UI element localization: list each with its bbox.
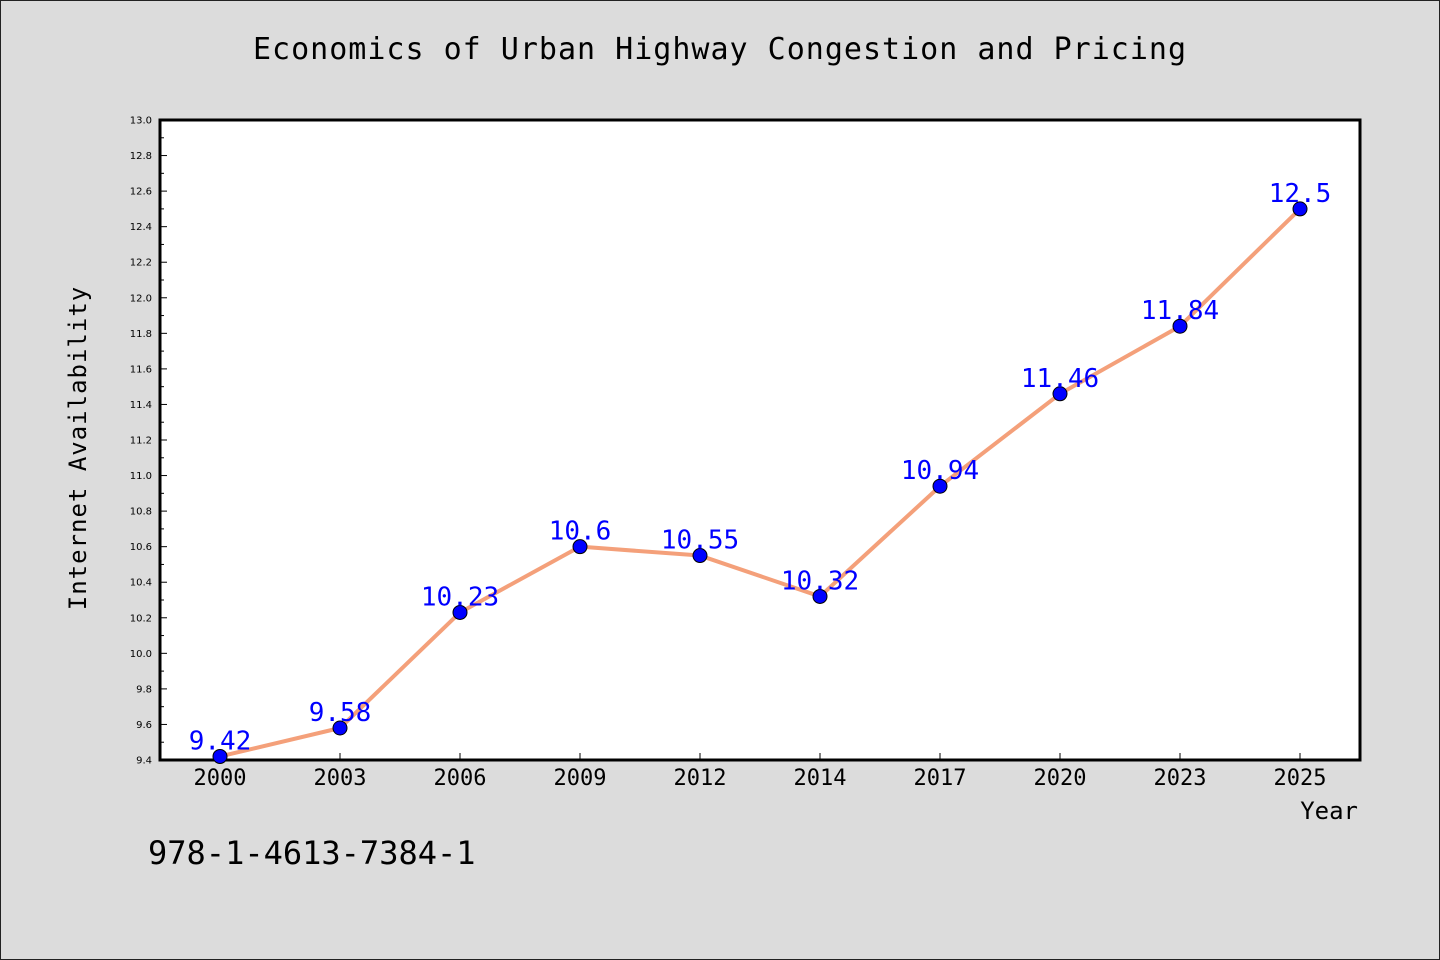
data-point: [1292, 201, 1308, 217]
y-tick-label: 12.6: [130, 187, 152, 198]
data-label: 10.94: [901, 456, 979, 486]
x-tick-label: 2023: [1154, 766, 1207, 791]
x-tick-label: 2012: [674, 766, 727, 791]
data-label: 10.6: [549, 517, 612, 547]
data-point: [692, 548, 708, 564]
y-tick-label: 10.2: [130, 613, 152, 624]
y-tick-label: 10.4: [130, 578, 152, 589]
data-point: [332, 720, 348, 736]
data-label: 11.84: [1141, 296, 1219, 326]
y-tick-label: 12.8: [130, 151, 152, 162]
data-label: 10.55: [661, 526, 739, 556]
data-label: 9.42: [189, 726, 252, 756]
data-point: [212, 748, 228, 764]
plot-area: [158, 118, 1362, 762]
y-tick-label: 9.4: [136, 756, 152, 767]
data-label: 10.23: [421, 582, 499, 612]
x-tick-label: 2003: [314, 766, 367, 791]
y-tick-label: 10.8: [130, 507, 152, 518]
data-label: 10.32: [781, 566, 859, 596]
x-tick-label: 2014: [794, 766, 847, 791]
x-tick-label: 2009: [554, 766, 607, 791]
y-tick-label: 11.0: [130, 471, 152, 482]
y-tick-label: 12.4: [130, 222, 152, 233]
y-tick-label: 12.2: [130, 258, 152, 269]
y-tick-label: 11.8: [130, 329, 152, 340]
y-tick-label: 9.6: [136, 720, 152, 731]
x-tick-label: 2020: [1034, 766, 1087, 791]
y-tick-label: 11.6: [130, 364, 152, 375]
data-point: [1172, 318, 1188, 334]
isbn-text: 978-1-4613-7384-1: [148, 834, 476, 872]
x-tick-label: 2017: [914, 766, 967, 791]
y-tick-label: 12.0: [130, 293, 152, 304]
x-tick-label: 2006: [434, 766, 487, 791]
y-tick-label: 9.8: [136, 684, 152, 695]
x-axis-label: Year: [1300, 797, 1358, 825]
data-label: 9.58: [309, 698, 372, 728]
y-tick-label: 10.0: [130, 649, 152, 660]
y-tick-label: 11.4: [130, 400, 152, 411]
data-label: 11.46: [1021, 364, 1099, 394]
data-point: [812, 588, 828, 604]
y-tick-label: 11.2: [130, 436, 152, 447]
data-point: [932, 478, 948, 494]
data-point: [452, 604, 468, 620]
chart-title: Economics of Urban Highway Congestion an…: [252, 32, 1187, 67]
x-tick-label: 2025: [1274, 766, 1327, 791]
x-tick-label: 2000: [194, 766, 247, 791]
y-tick-label: 10.6: [130, 542, 152, 553]
y-tick-label: 13.0: [130, 116, 152, 127]
series-line: [219, 207, 1302, 759]
data-label: 12.5: [1269, 179, 1332, 209]
data-point: [572, 539, 588, 555]
data-point: [1052, 386, 1068, 402]
